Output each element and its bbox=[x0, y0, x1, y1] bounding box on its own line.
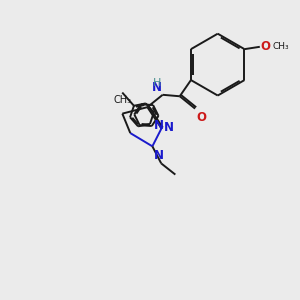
Text: N: N bbox=[152, 81, 161, 94]
Text: CH₃: CH₃ bbox=[113, 95, 131, 106]
Text: N: N bbox=[154, 119, 164, 132]
Text: CH₃: CH₃ bbox=[272, 42, 289, 51]
Text: N: N bbox=[164, 121, 174, 134]
Text: O: O bbox=[196, 111, 206, 124]
Text: N: N bbox=[154, 149, 164, 162]
Text: H: H bbox=[153, 78, 162, 88]
Text: O: O bbox=[261, 40, 271, 53]
